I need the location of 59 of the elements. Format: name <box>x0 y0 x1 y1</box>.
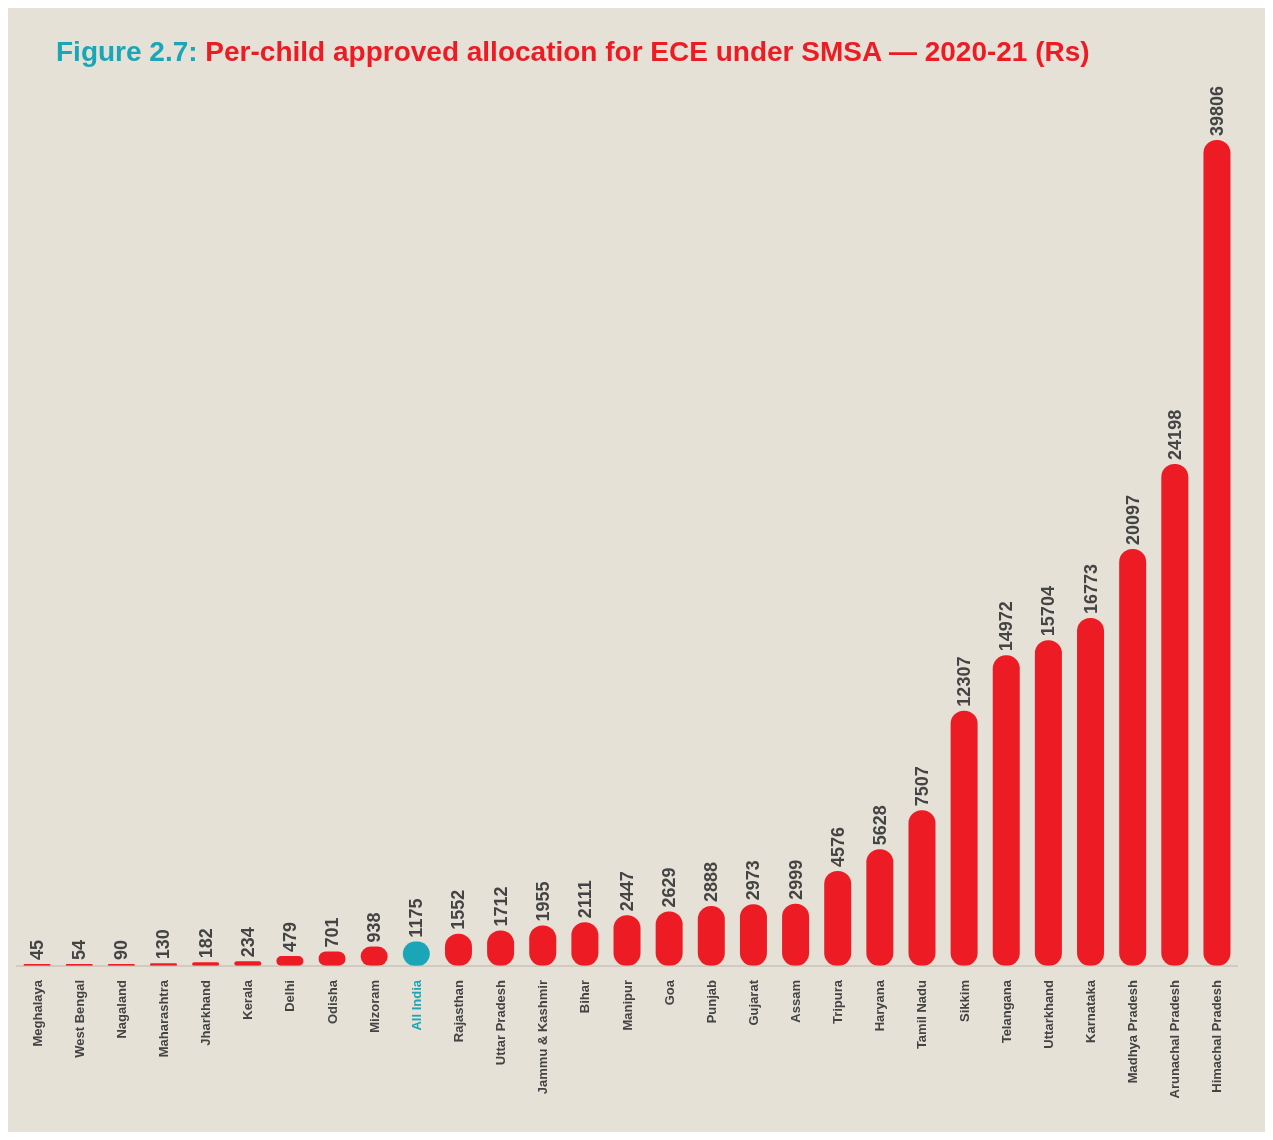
data-label: 2999 <box>785 859 806 900</box>
data-label: 2447 <box>617 871 638 912</box>
x-tick-label: Mizoram <box>366 980 382 1033</box>
x-tick-label: Delhi <box>282 980 298 1012</box>
data-label: 182 <box>195 928 216 959</box>
data-label: 12307 <box>954 656 975 707</box>
data-label: 90 <box>111 939 132 960</box>
x-tick-label: Punjab <box>703 979 719 1024</box>
data-label: 479 <box>279 922 300 953</box>
x-tick-label: Goa <box>661 979 677 1006</box>
x-tick-label: Madhya Pradesh <box>1125 979 1141 1084</box>
x-tick-label: Manipur <box>619 980 635 1031</box>
data-label: 45 <box>27 939 48 960</box>
x-tick-label: Meghalaya <box>29 979 45 1047</box>
x-tick-label: Karnataka <box>1083 979 1099 1043</box>
data-label: 234 <box>237 927 258 958</box>
x-tick-label: Haryana <box>872 979 888 1032</box>
data-label: 2888 <box>701 862 722 903</box>
data-label: 2629 <box>659 867 680 908</box>
x-tick-label: Jammu & Kashmir <box>535 980 551 1095</box>
x-tick-label: Arunachal Pradesh <box>1167 979 1183 1099</box>
data-label: 14972 <box>996 601 1017 652</box>
x-tick-label: Assam <box>788 980 804 1023</box>
x-tick-label: Odisha <box>324 979 340 1025</box>
data-label: 701 <box>322 917 343 948</box>
data-label: 54 <box>69 939 90 960</box>
x-tick-label: All India <box>408 979 424 1031</box>
x-tick-label: Nagaland <box>113 979 129 1039</box>
data-label: 16773 <box>1080 563 1101 614</box>
x-tick-label: Telangana <box>998 979 1014 1044</box>
x-tick-label: Sikkim <box>956 980 972 1022</box>
data-label: 2973 <box>743 860 764 901</box>
x-tick-label: Gujarat <box>745 979 761 1026</box>
x-tick-label: West Bengal <box>71 980 87 1058</box>
x-tick-label: Uttarkhand <box>1040 979 1056 1049</box>
data-label: 24198 <box>1164 409 1185 460</box>
data-label: 1712 <box>490 886 511 927</box>
data-label: 4576 <box>827 827 848 868</box>
x-tick-label: Tamil Nadu <box>914 979 930 1050</box>
data-label: 20097 <box>1122 494 1143 545</box>
x-tick-label: Maharashtra <box>155 979 171 1058</box>
chart-title: Figure 2.7: Per-child approved allocation for ECE under SMSA — 2020-21 (Rs) <box>55 35 1091 69</box>
x-tick-label: Rajasthan <box>450 979 466 1043</box>
data-label: 130 <box>153 929 174 960</box>
x-tick-label: Bihar <box>577 980 593 1014</box>
data-label: 1552 <box>448 889 469 930</box>
data-label: 1955 <box>532 881 553 922</box>
data-label: 938 <box>364 912 385 943</box>
x-tick-label: Uttar Pradesh <box>493 979 509 1066</box>
x-tick-label: Himachal Pradesh <box>1209 979 1225 1093</box>
data-label: 39806 <box>1206 85 1227 137</box>
x-tick-label: Tripura <box>830 979 846 1025</box>
data-label: 1175 <box>406 898 427 938</box>
data-label: 7507 <box>911 766 932 807</box>
data-label: 5628 <box>869 805 890 846</box>
x-tick-label: Jharkhand <box>198 979 214 1046</box>
data-label: 2111 <box>574 880 595 919</box>
data-label: 15704 <box>1038 586 1059 637</box>
x-tick-label: Kerala <box>240 979 256 1020</box>
